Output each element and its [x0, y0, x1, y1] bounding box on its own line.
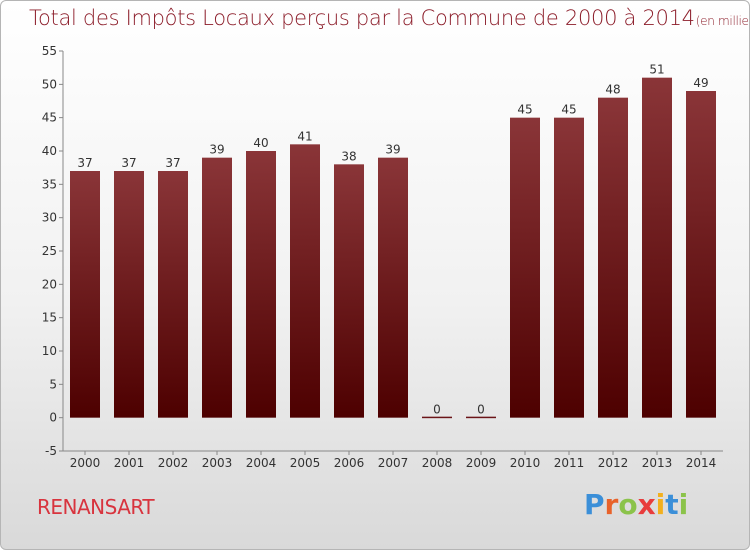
value-label-2001: 37 [121, 156, 136, 170]
logo-letter: i [678, 488, 689, 521]
x-tick-label-2003: 2003 [202, 456, 233, 470]
x-tick-label-2012: 2012 [598, 456, 629, 470]
y-tick-label: 0 [49, 411, 57, 425]
x-tick-label-2004: 2004 [246, 456, 277, 470]
y-tick-label: 5 [49, 377, 57, 391]
value-label-2008: 0 [433, 403, 441, 417]
y-tick-label: 45 [42, 111, 57, 125]
bar-2005 [290, 144, 320, 418]
x-tick-label-2002: 2002 [158, 456, 189, 470]
value-label-2004: 40 [253, 136, 268, 150]
logo-letter: P [584, 488, 605, 521]
y-tick-label: 35 [42, 177, 57, 191]
y-tick-label: 10 [42, 344, 57, 358]
logo-letter: r [604, 488, 619, 521]
bar-2014 [686, 91, 716, 418]
bar-2008 [422, 416, 452, 419]
value-label-2009: 0 [477, 403, 485, 417]
logo-letter: x [637, 488, 656, 521]
bar-2011 [554, 117, 584, 418]
chart-subtitle: (en milliers d'€) [695, 14, 749, 28]
x-tick-label-2014: 2014 [686, 456, 717, 470]
bar-2003 [202, 157, 232, 418]
chart-title: Total des Impôts Locaux perçus par la Co… [29, 6, 749, 30]
proxiti-logo: Proxiti [584, 488, 688, 521]
bar-2001 [114, 171, 144, 418]
value-label-2010: 45 [517, 103, 532, 117]
y-tick-label: 40 [42, 144, 57, 158]
value-label-2002: 37 [165, 156, 180, 170]
bar-2012 [598, 97, 628, 418]
x-tick-label-2000: 2000 [70, 456, 101, 470]
value-label-2014: 49 [693, 76, 708, 90]
value-label-2003: 39 [209, 143, 224, 157]
value-label-2000: 37 [77, 156, 92, 170]
value-label-2012: 48 [605, 83, 620, 97]
y-tick-label: -5 [45, 444, 57, 458]
value-label-2005: 41 [297, 129, 312, 143]
y-tick-label: 25 [42, 244, 57, 258]
bar-2009 [466, 416, 496, 419]
bar-2004 [246, 151, 276, 418]
value-label-2007: 39 [385, 143, 400, 157]
x-tick-label-2006: 2006 [334, 456, 365, 470]
x-tick-label-2005: 2005 [290, 456, 321, 470]
logo-letter: t [665, 488, 679, 521]
y-tick-label: 55 [42, 44, 57, 58]
bar-2013 [642, 77, 672, 418]
x-tick-label-2010: 2010 [510, 456, 541, 470]
x-tick-label-2001: 2001 [114, 456, 145, 470]
y-tick-label: 15 [42, 311, 57, 325]
value-label-2006: 38 [341, 149, 356, 163]
y-tick-label: 30 [42, 211, 57, 225]
x-tick-label-2013: 2013 [642, 456, 673, 470]
bar-2000 [70, 171, 100, 418]
logo-letter: o [618, 488, 638, 521]
x-tick-label-2009: 2009 [466, 456, 497, 470]
value-label-2013: 51 [649, 63, 664, 77]
x-tick-label-2008: 2008 [422, 456, 453, 470]
x-tick-label-2011: 2011 [554, 456, 585, 470]
commune-name: RENANSART [37, 495, 155, 519]
bar-2002 [158, 171, 188, 418]
bar-2006 [334, 164, 364, 418]
bar-2007 [378, 157, 408, 418]
logo-letter: i [655, 488, 666, 521]
bar-2010 [510, 117, 540, 418]
value-label-2011: 45 [561, 103, 576, 117]
x-tick-label-2007: 2007 [378, 456, 409, 470]
y-tick-label: 20 [42, 277, 57, 291]
y-tick-label: 50 [42, 77, 57, 91]
